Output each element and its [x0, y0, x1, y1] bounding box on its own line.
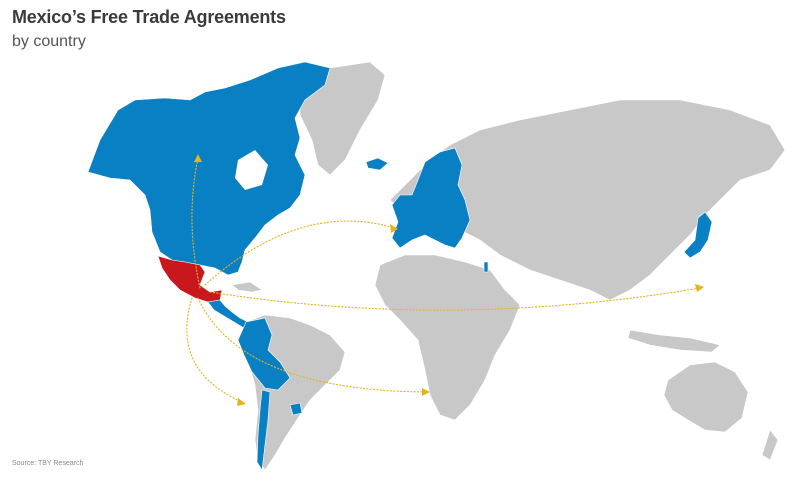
mexico [157, 255, 223, 303]
australia [663, 361, 749, 433]
africa [374, 254, 521, 421]
route-mexico-canada [191, 157, 201, 289]
europe-east-asia [389, 99, 786, 301]
route-arrow-canada [194, 154, 202, 162]
iceland [365, 157, 389, 171]
hudson-bay [235, 150, 268, 190]
caribbean [231, 281, 263, 293]
route-arrow-chile [237, 398, 246, 406]
andean-fta [237, 317, 291, 391]
greenland [299, 61, 386, 176]
japan [683, 211, 713, 259]
chile [256, 389, 271, 471]
route-arrow-japan [695, 284, 704, 292]
route-mexico-uruguay [197, 297, 426, 393]
new-zealand [761, 429, 779, 461]
north-america-fta [87, 61, 331, 276]
route-mexico-chile [186, 297, 243, 403]
chart-subtitle: by country [12, 33, 86, 50]
route-mexico-europe [204, 220, 396, 286]
chart-title: Mexico’s Free Trade Agreements [12, 7, 286, 27]
route-arrow-uruguay [422, 388, 430, 396]
indonesia [627, 329, 721, 353]
uruguay [289, 402, 303, 416]
israel [483, 261, 489, 273]
route-mexico-japan [209, 287, 701, 311]
route-arrow-europe [390, 224, 398, 233]
source-note: Source: TBY Research [12, 460, 84, 467]
european-union [391, 147, 471, 249]
